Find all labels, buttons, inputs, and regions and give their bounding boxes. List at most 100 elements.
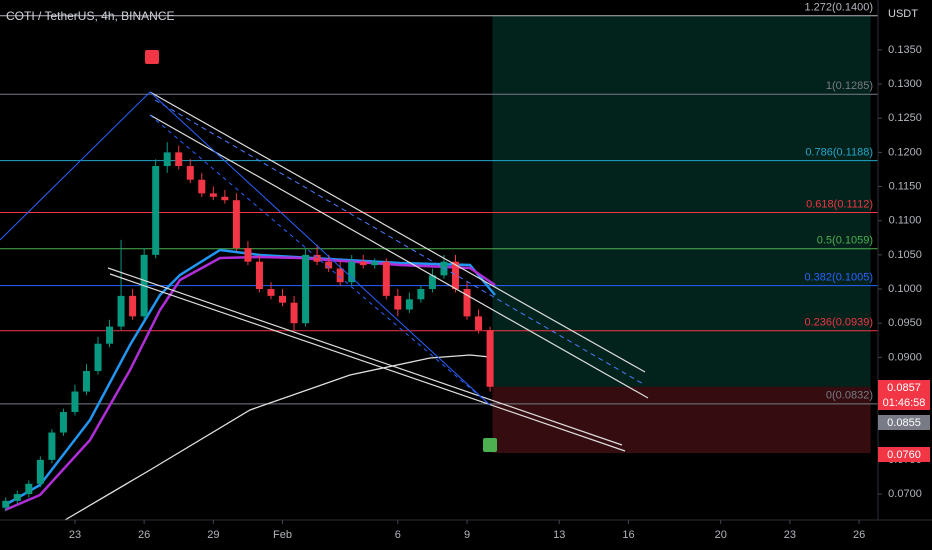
x-tick-label: 23	[784, 529, 796, 541]
candle-body	[279, 295, 287, 303]
y-tick-label: 0.1000	[888, 283, 922, 295]
position-layer	[492, 15, 871, 454]
x-tick-label: 26	[138, 529, 150, 541]
candle-body	[221, 196, 229, 201]
y-tick-label: 0.1100	[889, 215, 922, 227]
candle-body	[336, 268, 344, 283]
sell-marker	[145, 50, 159, 64]
x-tick-label: 6	[395, 529, 401, 541]
tag-bg	[878, 380, 930, 395]
x-tick-label: 20	[715, 529, 727, 541]
profit-zone	[492, 15, 871, 387]
candle-body	[186, 166, 194, 180]
drawings	[0, 50, 649, 452]
trend-line	[107, 267, 623, 446]
candle-body	[36, 459, 44, 484]
x-tick-label: 23	[69, 529, 81, 541]
fib-label: 0.618(0.1112)	[806, 198, 873, 210]
price-tag: 0.0857	[887, 382, 921, 394]
candle-body	[25, 483, 33, 495]
fib-label: 1(0.1285)	[826, 80, 873, 92]
chart-title: COTI / TetherUS, 4h, BINANCE	[6, 9, 175, 23]
y-tick-label: 0.0700	[888, 488, 922, 500]
y-tick-label: 0.1250	[888, 112, 922, 124]
candle-body	[428, 275, 436, 290]
candle-body	[463, 289, 471, 317]
candle-body	[486, 330, 494, 387]
trend-line	[0, 91, 151, 241]
x-tick-label: 26	[853, 529, 865, 541]
y-tick-label: 0.1300	[888, 78, 922, 90]
y-tick-label: 0.1350	[888, 44, 922, 56]
fib-label: 0.236(0.0939)	[805, 317, 874, 329]
candle-body	[2, 500, 10, 508]
trend-line	[149, 114, 649, 399]
candle-body	[232, 200, 240, 249]
moving-average	[4, 248, 496, 507]
price-tag: 0.0760	[887, 449, 921, 461]
candle-body	[94, 343, 102, 372]
candle-body	[451, 261, 459, 290]
candle-body	[59, 412, 67, 433]
trend-line	[149, 91, 646, 373]
candle-body	[209, 193, 217, 197]
moving-average	[4, 255, 496, 512]
candle-body	[405, 299, 413, 310]
candle-body	[417, 289, 425, 300]
indicators	[4, 248, 496, 521]
x-tick-label: 9	[464, 529, 470, 541]
moving-average	[64, 354, 491, 521]
x-tick-label: 16	[622, 529, 634, 541]
fib-label: 0.5(0.1059)	[817, 235, 873, 247]
candle-body	[302, 254, 310, 324]
tag-bg	[878, 415, 930, 430]
candle-body	[129, 295, 137, 317]
candle-body	[48, 432, 56, 460]
fib-label: 1.272(0.1400)	[805, 2, 874, 14]
currency: USDT	[888, 8, 918, 20]
price-tags: 0.0857 01:46:58 0.0855 0.0760	[878, 380, 930, 462]
candle-body	[244, 248, 252, 262]
candle-body	[325, 261, 333, 269]
candle-body	[382, 261, 390, 296]
fib-label: 0.382(0.1005)	[805, 272, 874, 284]
candle-body	[82, 371, 90, 392]
x-tick-label: 29	[207, 529, 219, 541]
candle-body	[117, 295, 125, 327]
trend-line	[109, 273, 626, 452]
candle-body	[394, 295, 402, 310]
fib-label: 0(0.0832)	[826, 390, 873, 402]
loss-zone	[492, 386, 871, 454]
candle-body	[13, 494, 21, 501]
y-tick-label: 0.0900	[888, 351, 922, 363]
trend-line	[154, 99, 646, 386]
y-tick-label: 0.0950	[888, 317, 922, 329]
candle-body	[475, 316, 483, 331]
buy-marker	[483, 438, 497, 452]
candle-body	[290, 302, 298, 324]
candle-body	[198, 179, 206, 194]
candle-body	[71, 391, 79, 413]
candle-body	[313, 254, 321, 262]
fib-label: 0.786(0.1188)	[805, 146, 873, 158]
tag-bg	[878, 395, 930, 410]
fib-layer: 1.272(0.1400) 1(0.1285) 0.786(0.1188) 0.618…	[0, 2, 878, 405]
y-tick-label: 0.1050	[888, 249, 922, 261]
price-tag: 0.0855	[887, 417, 921, 429]
candle-body	[106, 326, 114, 344]
candle-body	[175, 152, 183, 167]
countdown: 01:46:58	[883, 397, 926, 409]
candle-body	[255, 261, 263, 290]
candle-body	[152, 166, 160, 255]
y-tick-label: 0.1150	[889, 180, 922, 192]
trend-line	[149, 114, 491, 406]
y-tick-label: 0.1200	[888, 146, 922, 158]
x-tick-label: 13	[553, 529, 565, 541]
candle-body	[267, 289, 275, 296]
candle-body	[359, 261, 367, 266]
candle-body	[163, 152, 171, 167]
trend-line	[149, 91, 491, 406]
axes: 0.07000.07500.08000.08500.09000.09500.10…	[69, 44, 922, 541]
